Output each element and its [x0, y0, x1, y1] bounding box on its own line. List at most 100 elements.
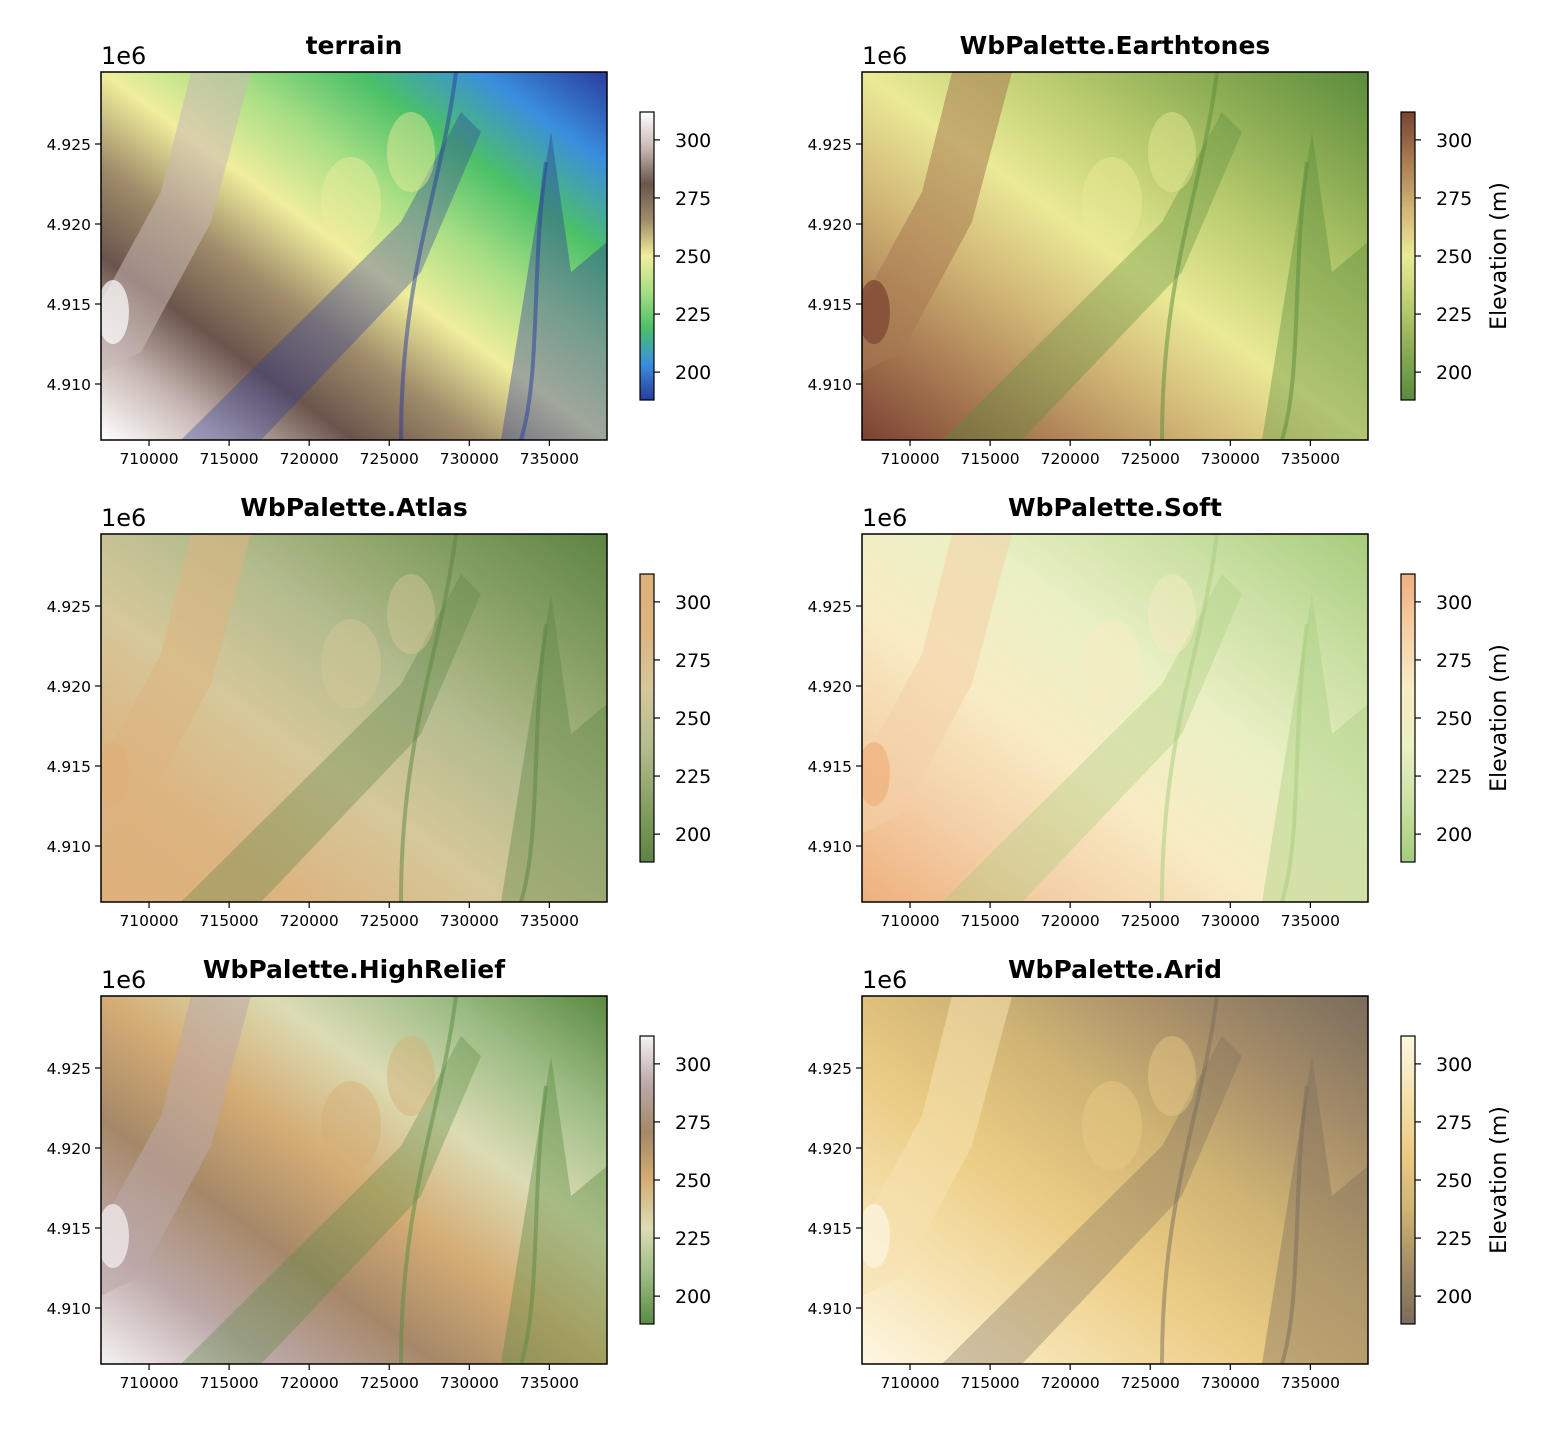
- y-offset-label: 1e6: [862, 966, 907, 994]
- colorbar-tick-label: 275: [675, 1112, 711, 1134]
- panel-highrelief: WbPalette.HighRelief 1e6 710000 715000 72000…: [47, 955, 712, 1392]
- x-tick-label: 715000: [200, 1374, 259, 1392]
- x-tick-label: 710000: [880, 912, 939, 930]
- x-tick-label: 720000: [1041, 450, 1100, 468]
- x-tick-label: 720000: [1041, 912, 1100, 930]
- colorbar-tick-label: 225: [1436, 304, 1472, 326]
- colorbar-tick-label: 200: [675, 362, 711, 384]
- axes-frame: [861, 71, 1369, 441]
- colorbar-tick-label: 275: [675, 188, 711, 210]
- y-offset-label: 1e6: [101, 504, 146, 532]
- y-tick-label: 4.915: [808, 296, 852, 314]
- colorbar-tick-label: 225: [1436, 766, 1472, 788]
- elevation-map-earthtones: [862, 72, 1368, 440]
- x-tick-label: 710000: [119, 912, 178, 930]
- x-tick-label: 730000: [440, 1374, 499, 1392]
- colorbar-tick-label: 200: [1436, 1286, 1472, 1308]
- colorbar-label: Elevation (m): [1487, 1106, 1512, 1254]
- panel-title: WbPalette.Earthtones: [960, 31, 1271, 60]
- panel-title: terrain: [306, 31, 403, 60]
- elevation-map-terrain: [101, 72, 607, 440]
- panel-atlas: WbPalette.Atlas 1e6 710000 715000 720000 7250…: [47, 493, 712, 930]
- colorbar-tick-label: 300: [1436, 130, 1472, 152]
- y-tick-label: 4.920: [47, 216, 91, 234]
- x-tick-label: 715000: [961, 450, 1020, 468]
- colorbar-tick-label: 300: [1436, 592, 1472, 614]
- x-tick-label: 735000: [520, 912, 579, 930]
- y-tick-label: 4.920: [808, 1140, 852, 1158]
- y-tick-label: 4.920: [47, 1140, 91, 1158]
- x-tick-label: 725000: [1121, 450, 1180, 468]
- y-tick-label: 4.915: [808, 1220, 852, 1238]
- colorbar-tick-label: 275: [675, 650, 711, 672]
- elevation-map-soft: [862, 534, 1368, 902]
- colorbar-tick-label: 200: [1436, 824, 1472, 846]
- colorbar-tick-label: 200: [1436, 362, 1472, 384]
- x-tick-label: 710000: [880, 450, 939, 468]
- colorbar-tick-label: 200: [675, 1286, 711, 1308]
- colorbar-tick-label: 225: [675, 304, 711, 326]
- colorbar-tick-label: 250: [1436, 708, 1472, 730]
- y-tick-label: 4.910: [47, 376, 91, 394]
- y-tick-label: 4.920: [808, 216, 852, 234]
- colorbar-tick-label: 300: [675, 130, 711, 152]
- colorbar-tick-label: 275: [1436, 1112, 1472, 1134]
- x-tick-label: 725000: [360, 1374, 419, 1392]
- x-tick-label: 725000: [360, 912, 419, 930]
- colorbar: [639, 111, 655, 401]
- panel-soft: WbPalette.Soft 1e6 710000 715000 720000 72500…: [808, 493, 1512, 930]
- colorbar-label: Elevation (m): [1487, 644, 1512, 792]
- colorbar-tick-label: 225: [675, 766, 711, 788]
- y-tick-label: 4.925: [47, 136, 91, 154]
- x-tick-label: 720000: [1041, 1374, 1100, 1392]
- colorbar-tick-label: 250: [1436, 1170, 1472, 1192]
- colorbar-tick-label: 300: [675, 1054, 711, 1076]
- y-offset-label: 1e6: [101, 42, 146, 70]
- colorbar: [639, 573, 655, 863]
- colorbar-tick-label: 275: [1436, 188, 1472, 210]
- elevation-map-highrelief: [101, 996, 607, 1364]
- x-tick-label: 735000: [1281, 450, 1340, 468]
- y-tick-label: 4.915: [808, 758, 852, 776]
- y-tick-label: 4.915: [47, 296, 91, 314]
- elevation-map-atlas: [101, 534, 607, 902]
- colorbar-tick-label: 250: [675, 708, 711, 730]
- x-tick-label: 710000: [119, 450, 178, 468]
- y-tick-label: 4.915: [47, 758, 91, 776]
- y-tick-label: 4.925: [808, 136, 852, 154]
- colorbar: [639, 1035, 655, 1325]
- colorbar-tick-label: 225: [675, 1228, 711, 1250]
- x-tick-label: 730000: [1201, 1374, 1260, 1392]
- x-tick-label: 720000: [280, 912, 339, 930]
- colorbar: [1400, 573, 1416, 863]
- x-tick-label: 720000: [280, 450, 339, 468]
- y-tick-label: 4.910: [808, 376, 852, 394]
- x-tick-label: 725000: [1121, 912, 1180, 930]
- colorbar-tick-label: 250: [675, 246, 711, 268]
- y-tick-label: 4.915: [47, 1220, 91, 1238]
- y-offset-label: 1e6: [101, 966, 146, 994]
- y-tick-label: 4.920: [808, 678, 852, 696]
- x-tick-label: 725000: [1121, 1374, 1180, 1392]
- x-tick-label: 735000: [520, 450, 579, 468]
- x-tick-label: 730000: [1201, 912, 1260, 930]
- y-tick-label: 4.910: [47, 838, 91, 856]
- elevation-map-arid: [862, 996, 1368, 1364]
- y-tick-label: 4.910: [47, 1300, 91, 1318]
- colorbar-tick-label: 225: [1436, 1228, 1472, 1250]
- x-tick-label: 715000: [961, 912, 1020, 930]
- y-tick-label: 4.925: [47, 1060, 91, 1078]
- y-offset-label: 1e6: [862, 42, 907, 70]
- axes-frame: [100, 71, 608, 441]
- x-tick-label: 735000: [1281, 1374, 1340, 1392]
- colorbar: [1400, 1035, 1416, 1325]
- y-tick-label: 4.925: [808, 1060, 852, 1078]
- colorbar-label: Elevation (m): [1487, 182, 1512, 330]
- y-offset-label: 1e6: [862, 504, 907, 532]
- y-tick-label: 4.920: [47, 678, 91, 696]
- axes-frame: [100, 995, 608, 1365]
- y-tick-label: 4.925: [808, 598, 852, 616]
- x-tick-label: 710000: [880, 1374, 939, 1392]
- panel-title: WbPalette.HighRelief: [203, 955, 506, 984]
